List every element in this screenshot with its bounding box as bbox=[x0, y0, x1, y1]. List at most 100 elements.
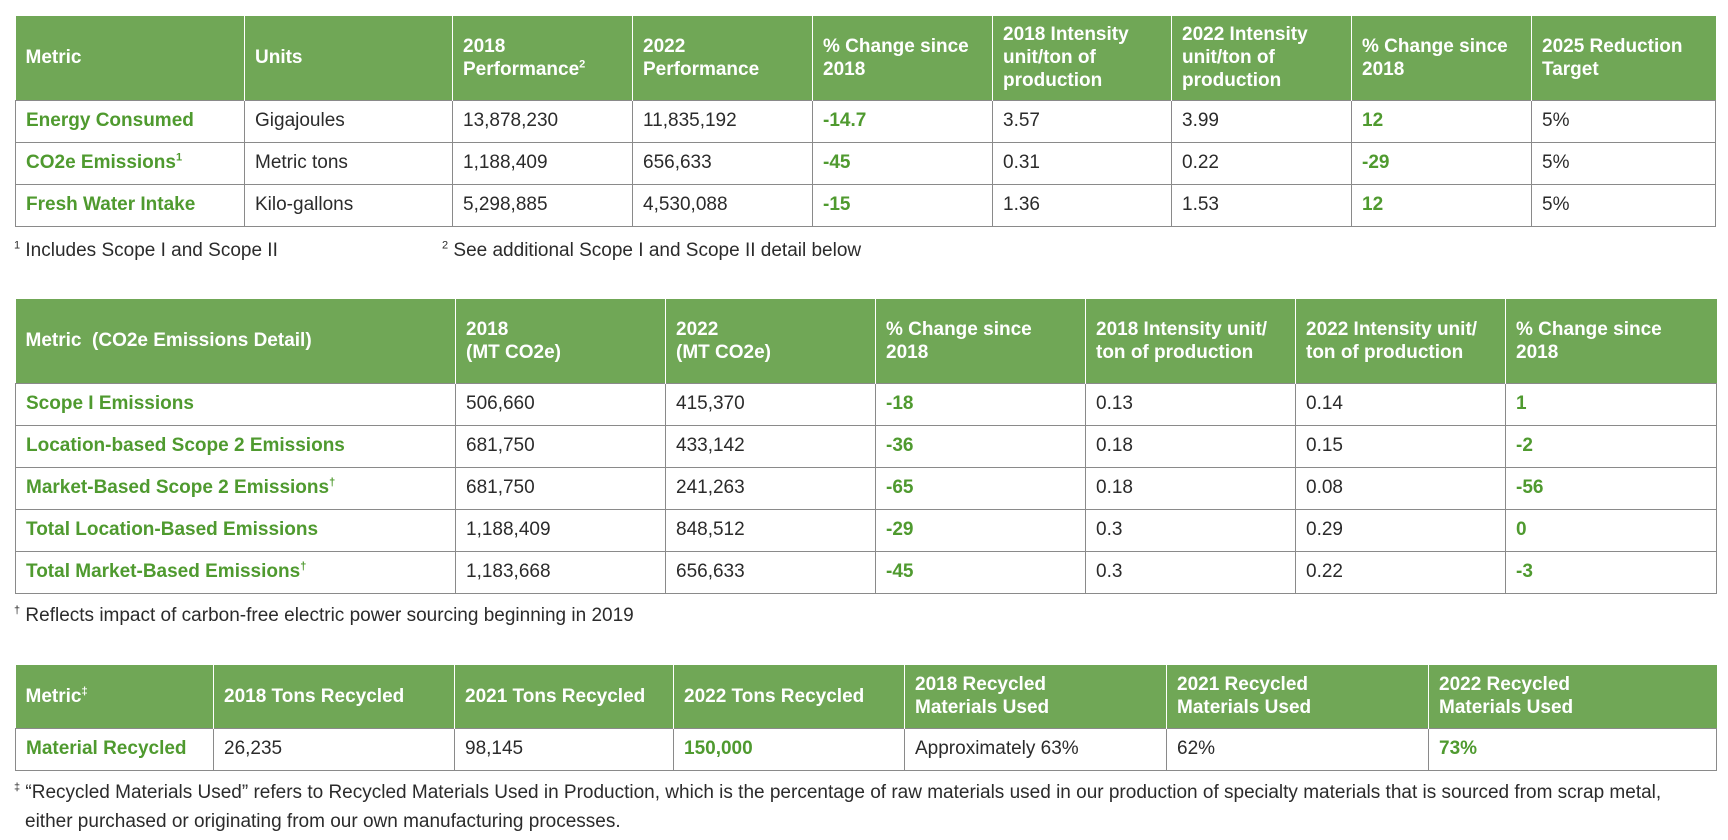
change-cell: -15 bbox=[812, 183, 993, 227]
value-cell: 433,142 bbox=[665, 424, 876, 468]
value-cell: 415,370 bbox=[665, 382, 876, 426]
metric-name: Material Recycled bbox=[15, 727, 214, 771]
value-cell: 3.99 bbox=[1171, 99, 1352, 143]
value-cell: 5,298,885 bbox=[452, 183, 633, 227]
footnote-2: 2 See additional Scope I and Scope II de… bbox=[442, 239, 862, 261]
value-cell: 150,000 bbox=[673, 727, 905, 771]
value-cell: 656,633 bbox=[665, 550, 876, 594]
value-cell: 0.3 bbox=[1085, 508, 1296, 552]
value-cell: 62% bbox=[1166, 727, 1429, 771]
change-cell: -65 bbox=[875, 466, 1086, 510]
value-cell: 0.3 bbox=[1085, 550, 1296, 594]
value-cell: 98,145 bbox=[454, 727, 674, 771]
value-cell: Approximately 63% bbox=[904, 727, 1167, 771]
emissions-detail-table: Metric (CO2e Emissions Detail) 2018 (MT C… bbox=[15, 299, 1717, 594]
header-intensity-change: % Change since 2018 bbox=[1505, 299, 1717, 383]
value-cell: 1.53 bbox=[1171, 183, 1352, 227]
change-cell: -14.7 bbox=[812, 99, 993, 143]
table-row: Fresh Water Intake Kilo-gallons 5,298,88… bbox=[15, 183, 1716, 227]
value-cell: 3.57 bbox=[992, 99, 1172, 143]
metric-name: Fresh Water Intake bbox=[15, 183, 245, 227]
header-2022-recycled-used: 2022 Recycled Materials Used bbox=[1428, 665, 1717, 728]
header-2022-intensity: 2022 Intensity unit/ton of production bbox=[1295, 299, 1506, 383]
value-cell: 1,183,668 bbox=[455, 550, 666, 594]
value-cell: 0.15 bbox=[1295, 424, 1506, 468]
value-cell: 1,188,409 bbox=[452, 141, 633, 185]
value-cell: 0.22 bbox=[1171, 141, 1352, 185]
target-cell: 5% bbox=[1531, 183, 1716, 227]
units-cell: Gigajoules bbox=[244, 99, 453, 143]
metric-name: Total Location-Based Emissions bbox=[15, 508, 456, 552]
footnote-dagger: † Reflects impact of carbon-free electri… bbox=[14, 604, 634, 626]
value-cell: 0.31 bbox=[992, 141, 1172, 185]
header-metric-detail: Metric (CO2e Emissions Detail) bbox=[15, 299, 456, 383]
change-cell: 12 bbox=[1351, 99, 1532, 143]
change-cell: -29 bbox=[875, 508, 1086, 552]
change-cell: -45 bbox=[875, 550, 1086, 594]
header-intensity-change: % Change since 2018 bbox=[1351, 16, 1532, 100]
header-2018-performance: 2018 Performance2 bbox=[452, 16, 633, 100]
table-row: Energy Consumed Gigajoules 13,878,230 11… bbox=[15, 99, 1716, 143]
header-2018-recycled-used: 2018 Recycled Materials Used bbox=[904, 665, 1167, 728]
metric-name: Location-based Scope 2 Emissions bbox=[15, 424, 456, 468]
metric-name: Scope I Emissions bbox=[15, 382, 456, 426]
footnote-marker: ‡ bbox=[81, 685, 88, 698]
header-2018-intensity: 2018 Intensity unit/ton of production bbox=[992, 16, 1172, 100]
change-cell: -29 bbox=[1351, 141, 1532, 185]
footnote-line-1: ‡ “Recycled Materials Used” refers to Re… bbox=[14, 781, 1662, 803]
table-row: Location-based Scope 2 Emissions 681,750… bbox=[15, 424, 1717, 468]
value-cell: 1,188,409 bbox=[455, 508, 666, 552]
table-header-row: Metric‡ 2018 Tons Recycled 2021 Tons Rec… bbox=[15, 665, 1717, 728]
metric-name: Market-Based Scope 2 Emissions† bbox=[15, 466, 456, 510]
change-cell: 0 bbox=[1505, 508, 1717, 552]
value-cell: 4,530,088 bbox=[632, 183, 813, 227]
recycling-table: Metric‡ 2018 Tons Recycled 2021 Tons Rec… bbox=[15, 665, 1717, 771]
header-2022-tons: 2022 Tons Recycled bbox=[673, 665, 905, 728]
metric-name: CO2e Emissions1 bbox=[15, 141, 245, 185]
header-metric: Metric bbox=[15, 16, 245, 100]
metric-name: Energy Consumed bbox=[15, 99, 245, 143]
header-2021-tons: 2021 Tons Recycled bbox=[454, 665, 674, 728]
target-cell: 5% bbox=[1531, 141, 1716, 185]
header-2022-mt: 2022 (MT CO2e) bbox=[665, 299, 876, 383]
value-cell: 241,263 bbox=[665, 466, 876, 510]
table-row: CO2e Emissions1 Metric tons 1,188,409 65… bbox=[15, 141, 1716, 185]
units-cell: Metric tons bbox=[244, 141, 453, 185]
units-cell: Kilo-gallons bbox=[244, 183, 453, 227]
change-cell: -45 bbox=[812, 141, 993, 185]
footnote-marker: 2 bbox=[579, 58, 586, 71]
value-cell: 73% bbox=[1428, 727, 1717, 771]
footnote-marker: † bbox=[300, 560, 307, 573]
value-cell: 0.13 bbox=[1085, 382, 1296, 426]
target-cell: 5% bbox=[1531, 99, 1716, 143]
value-cell: 11,835,192 bbox=[632, 99, 813, 143]
header-2022-intensity: 2022 Intensity unit/ton of production bbox=[1171, 16, 1352, 100]
header-pct-change: % Change since 2018 bbox=[875, 299, 1086, 383]
footnote-marker: 1 bbox=[175, 151, 183, 164]
change-cell: -18 bbox=[875, 382, 1086, 426]
header-2025-target: 2025 Reduction Target bbox=[1531, 16, 1716, 100]
table-row: Market-Based Scope 2 Emissions† 681,750 … bbox=[15, 466, 1717, 510]
change-cell: -3 bbox=[1505, 550, 1717, 594]
header-pct-change: % Change since 2018 bbox=[812, 16, 993, 100]
header-2022-performance: 2022 Performance bbox=[632, 16, 813, 100]
footnote-line-2: either purchased or originating from our… bbox=[25, 811, 621, 832]
change-cell: 1 bbox=[1505, 382, 1717, 426]
change-cell: 12 bbox=[1351, 183, 1532, 227]
footnote-marker: † bbox=[329, 476, 336, 489]
value-cell: 13,878,230 bbox=[452, 99, 633, 143]
table-row: Total Location-Based Emissions 1,188,409… bbox=[15, 508, 1717, 552]
header-2021-recycled-used: 2021 Recycled Materials Used bbox=[1166, 665, 1429, 728]
value-cell: 0.08 bbox=[1295, 466, 1506, 510]
environmental-metrics-table: Metric Units 2018 Performance2 2022 Perfor… bbox=[15, 16, 1716, 227]
table-header-row: Metric (CO2e Emissions Detail) 2018 (MT C… bbox=[15, 299, 1717, 383]
header-2018-intensity: 2018 Intensity unit/ton of production bbox=[1085, 299, 1296, 383]
table-row: Material Recycled 26,235 98,145 150,000 … bbox=[15, 727, 1717, 771]
value-cell: 506,660 bbox=[455, 382, 666, 426]
value-cell: 0.29 bbox=[1295, 508, 1506, 552]
footnote-1: 1 Includes Scope I and Scope II bbox=[14, 239, 278, 261]
header-2018-tons: 2018 Tons Recycled bbox=[213, 665, 455, 728]
change-cell: -2 bbox=[1505, 424, 1717, 468]
value-cell: 1.36 bbox=[992, 183, 1172, 227]
change-cell: -56 bbox=[1505, 466, 1717, 510]
